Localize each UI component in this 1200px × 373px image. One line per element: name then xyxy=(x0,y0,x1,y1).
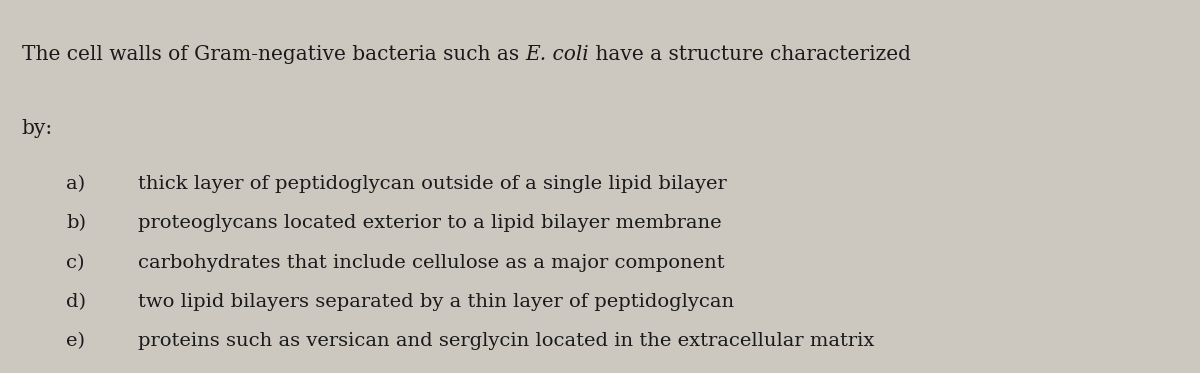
Text: c): c) xyxy=(66,254,84,272)
Text: carbohydrates that include cellulose as a major component: carbohydrates that include cellulose as … xyxy=(138,254,725,272)
Text: E. coli: E. coli xyxy=(526,45,589,64)
Text: by:: by: xyxy=(22,119,53,138)
Text: proteins such as versican and serglycin located in the extracellular matrix: proteins such as versican and serglycin … xyxy=(138,332,875,350)
Text: e): e) xyxy=(66,332,85,350)
Text: two lipid bilayers separated by a thin layer of peptidoglycan: two lipid bilayers separated by a thin l… xyxy=(138,293,734,311)
Text: have a structure characterized: have a structure characterized xyxy=(589,45,911,64)
Text: b): b) xyxy=(66,214,86,232)
Text: proteoglycans located exterior to a lipid bilayer membrane: proteoglycans located exterior to a lipi… xyxy=(138,214,721,232)
Text: d): d) xyxy=(66,293,86,311)
Text: The cell walls of Gram-negative bacteria such as: The cell walls of Gram-negative bacteria… xyxy=(22,45,526,64)
Text: a): a) xyxy=(66,175,85,193)
Text: thick layer of peptidoglycan outside of a single lipid bilayer: thick layer of peptidoglycan outside of … xyxy=(138,175,727,193)
